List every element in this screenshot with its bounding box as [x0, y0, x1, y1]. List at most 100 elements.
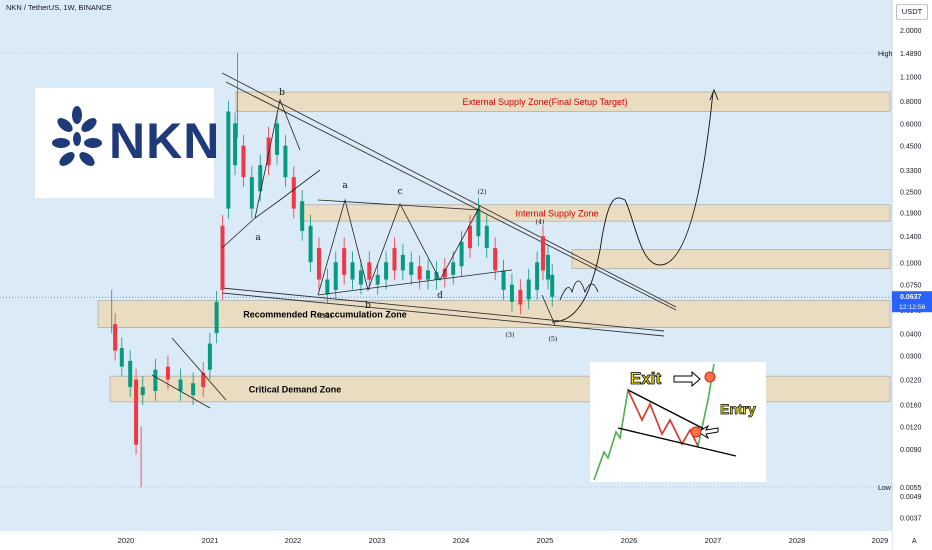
wave-label-9: (3)	[505, 331, 515, 339]
inset-diagram: Exit Entry	[590, 362, 766, 482]
countdown-value: 12:12:56	[899, 304, 926, 311]
y-tick-0: 2.0000	[900, 28, 922, 35]
candle-body	[165, 366, 170, 380]
candle-body	[291, 177, 296, 209]
y-tick-22: 0.0037	[900, 516, 922, 523]
candle-body	[384, 262, 389, 280]
wave-label-3: b	[365, 301, 371, 311]
wave-label-4: c	[397, 187, 402, 197]
wave-ab-line	[221, 169, 321, 249]
wave-zigzag	[317, 198, 481, 296]
x-tick-8: 2028	[789, 536, 806, 545]
low-label: Low	[878, 485, 892, 492]
inset-entry-arrow	[697, 424, 719, 440]
candle-body	[207, 343, 212, 370]
y-tick-17: 0.0160	[900, 402, 922, 409]
flag-top	[171, 337, 227, 401]
candle-body	[275, 123, 280, 155]
y-tick-4: 0.6000	[900, 121, 922, 128]
triangle-top	[317, 199, 481, 211]
y-tick-2: 1.1000	[900, 74, 922, 81]
triangle-bottom	[317, 269, 513, 296]
candle-body	[467, 225, 472, 249]
auto-scale-button: A	[912, 538, 917, 545]
y-tick-11: 0.0750	[900, 283, 922, 290]
wave-label-6: e	[319, 311, 324, 321]
y-tick-9: 0.1400	[900, 234, 922, 241]
candle-body	[283, 145, 288, 178]
nkn-logo: NKN	[35, 88, 219, 198]
x-tick-6: 2026	[621, 536, 638, 545]
high-label: High	[878, 51, 893, 58]
wedge-line-2	[221, 287, 665, 332]
inset-upper-line	[627, 389, 711, 433]
logo-text: NKN	[109, 113, 221, 169]
candle-body	[140, 386, 145, 396]
candle-body	[325, 279, 330, 295]
wave-label-2: a	[342, 181, 348, 191]
candle-body	[546, 254, 551, 280]
high-value: 1.4890	[900, 51, 922, 58]
candle-body	[409, 262, 414, 275]
x-tick-3: 2023	[369, 536, 386, 545]
candle-body	[249, 177, 254, 209]
inset-svg: Exit Entry	[593, 363, 756, 481]
zone-1	[299, 204, 891, 222]
candle-body	[153, 369, 158, 391]
y-tick-3: 0.8000	[900, 99, 922, 106]
candle-body	[128, 360, 133, 387]
candle-body	[501, 270, 506, 290]
wave-label-0: a	[255, 233, 261, 243]
candle-body	[434, 272, 439, 280]
wave-label-11: (5)	[548, 335, 558, 343]
candle-body	[220, 225, 225, 290]
nkn-leaf-icon	[52, 106, 102, 166]
y-tick-8: 0.1900	[900, 211, 922, 218]
inset-entry-burst	[690, 426, 702, 438]
x-tick-4: 2024	[453, 536, 470, 545]
y-tick-14: 0.0400	[900, 331, 922, 338]
candle-body	[233, 123, 238, 166]
x-tick-7: 2027	[705, 536, 722, 545]
candle-body	[442, 268, 447, 278]
zone-label-1: Internal Supply Zone	[515, 208, 598, 218]
candle-body	[308, 225, 313, 263]
x-tick-2: 2022	[285, 536, 302, 545]
y-tick-21: 0.0049	[900, 494, 922, 501]
zone-label-3: Recommended Re-accumulation Zone	[243, 310, 407, 320]
inset-lower-line	[617, 427, 737, 457]
currency-button[interactable]: USDT	[896, 4, 928, 20]
candle-body	[550, 274, 555, 297]
wave5-line	[541, 294, 556, 326]
inset-wedge-path	[627, 389, 699, 447]
candle-body	[451, 262, 456, 275]
candle-body	[333, 262, 338, 290]
candle-body	[375, 274, 380, 285]
x-tick-1: 2021	[202, 536, 219, 545]
wave-label-10: (4)	[535, 218, 545, 226]
flag-bottom	[151, 374, 211, 409]
candle-body	[417, 266, 422, 280]
candle-body	[518, 289, 523, 305]
inset-exit-label: Exit	[630, 369, 662, 388]
y-tick-10: 0.1000	[900, 260, 922, 267]
price-axis-panel	[892, 0, 932, 550]
x-tick-5: 2025	[537, 536, 554, 545]
candle-body	[493, 248, 498, 271]
wedge-line-0	[221, 72, 677, 308]
candle-body	[526, 279, 531, 300]
zone-2	[571, 249, 891, 270]
candle-body	[367, 262, 372, 280]
y-tick-5: 0.4500	[900, 144, 922, 151]
projection-waves	[559, 280, 599, 301]
candle-body	[358, 270, 363, 285]
candle-body	[201, 372, 206, 387]
zone-label-0: External Supply Zone(Final Setup Target)	[463, 97, 628, 107]
wave-label-5: d	[437, 291, 443, 301]
symbol-header: NKN / TetherUS, 1W, BINANCE	[6, 3, 112, 12]
wave-label-7: (1)	[323, 312, 333, 320]
candle-body	[540, 236, 545, 271]
projection-arrow	[709, 88, 719, 101]
low-value: 0.0055	[900, 485, 922, 492]
